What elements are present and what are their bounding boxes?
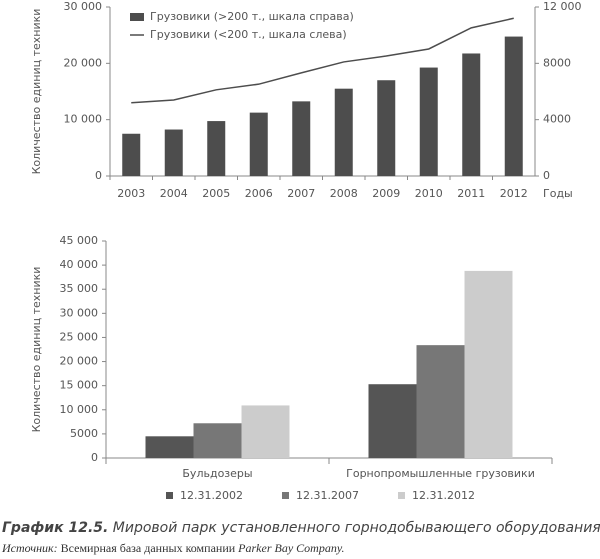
source-label: Источник: — [1, 541, 58, 555]
y2-tick-label: 4000 — [543, 113, 571, 126]
x-tick-label: 2012 — [500, 187, 528, 200]
y2-tick-label: 0 — [543, 169, 550, 182]
y-tick-label: 20 000 — [60, 355, 99, 368]
y-tick-label: 30 000 — [64, 0, 103, 13]
x-tick-label: 2005 — [202, 187, 230, 200]
bar — [249, 112, 268, 176]
caption-label: График 12.5. — [2, 520, 108, 536]
x-tick-label: 2008 — [330, 187, 358, 200]
x-tick-label: 2006 — [245, 187, 273, 200]
y2-tick-label: 12 000 — [543, 0, 582, 13]
x-tick-label: 2007 — [287, 187, 315, 200]
y-tick-label: 15 000 — [60, 379, 99, 392]
x-tick-label: 2003 — [117, 187, 145, 200]
source-text: Всемирная база данных компании — [61, 541, 236, 555]
legend-label: 12.31.2007 — [296, 489, 359, 502]
legend-swatch — [166, 492, 173, 499]
y-tick-label: 10 000 — [64, 113, 103, 126]
x-tick-label: 2010 — [415, 187, 443, 200]
y-tick-label: 0 — [91, 451, 98, 464]
y2-tick-label: 8000 — [543, 56, 571, 69]
y-tick-label: 10 000 — [60, 403, 99, 416]
legend-label: 12.31.2002 — [180, 489, 243, 502]
bar — [145, 436, 194, 458]
caption-text: Мировой парк установленного горнодобываю… — [113, 520, 600, 536]
bar — [164, 129, 183, 176]
bar — [416, 345, 465, 458]
y-tick-label: 0 — [95, 169, 102, 182]
y-tick-label: 45 000 — [60, 234, 99, 247]
bar — [292, 101, 311, 176]
bar — [334, 88, 353, 176]
y-tick-label: 30 000 — [60, 306, 99, 319]
bar — [368, 384, 417, 458]
legend-swatch — [282, 492, 289, 499]
legend-label: Грузовики (>200 т., шкала справа) — [150, 10, 354, 23]
y-tick-label: 25 000 — [60, 330, 99, 343]
x-axis-label: Годы — [543, 187, 573, 200]
bar — [377, 80, 396, 176]
bar — [193, 423, 242, 458]
x-tick-label: 2004 — [160, 187, 188, 200]
bar — [462, 53, 481, 176]
bar — [241, 405, 290, 458]
y-tick-label: 20 000 — [64, 56, 103, 69]
bar — [207, 121, 226, 176]
bar — [464, 270, 513, 458]
bar — [504, 36, 523, 177]
source-company: Parker Bay Company. — [237, 541, 344, 555]
legend-swatch — [130, 13, 144, 21]
legend-label: Грузовики (<200 т., шкала слева) — [150, 28, 347, 41]
y-tick-label: 40 000 — [60, 258, 99, 271]
x-tick-label: Горнопромышленные грузовики — [346, 467, 535, 480]
legend-label: 12.31.2012 — [412, 489, 475, 502]
y-axis-label: Количество единиц техники — [30, 267, 43, 433]
bar — [419, 67, 438, 176]
y-axis-label: Количество единиц техники — [30, 9, 43, 175]
x-tick-label: 2009 — [372, 187, 400, 200]
legend-swatch — [398, 492, 405, 499]
y-tick-label: 5000 — [70, 427, 98, 440]
line — [131, 17, 514, 104]
x-tick-label: 2011 — [457, 187, 485, 200]
y-tick-label: 35 000 — [60, 282, 99, 295]
source: Источник: Всемирная база данных компании… — [1, 541, 344, 555]
bar — [122, 133, 141, 176]
x-tick-label: Бульдозеры — [182, 467, 252, 480]
caption: График 12.5. Мировой парк установленного… — [2, 520, 600, 536]
